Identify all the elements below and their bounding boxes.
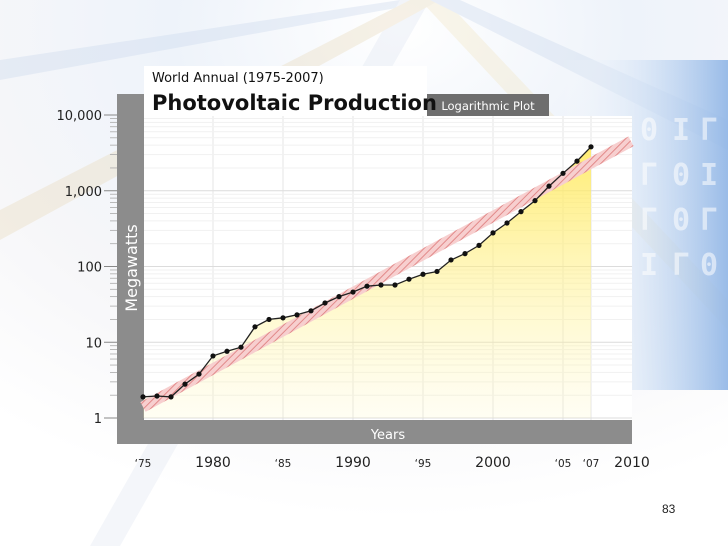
data-point-1990 (350, 289, 356, 295)
data-point-1998 (462, 251, 468, 257)
svg-text:I: I (640, 248, 658, 283)
svg-text:Γ: Γ (672, 248, 690, 283)
x-tick-label-5: 2000 (475, 455, 511, 471)
y-tick-label-1: 10 (85, 336, 102, 351)
x-tick-label-4: ‘95 (415, 458, 432, 470)
data-point-1995 (420, 271, 426, 277)
data-point-1992 (378, 282, 384, 288)
data-point-1975 (140, 394, 146, 400)
data-point-2003 (532, 198, 538, 204)
data-point-1989 (336, 294, 342, 300)
svg-text:Γ: Γ (700, 203, 718, 238)
data-point-1980 (210, 353, 216, 359)
data-point-1994 (406, 276, 412, 282)
data-point-1982 (238, 344, 244, 350)
svg-text:I: I (672, 113, 690, 148)
plot-type-badge (427, 94, 549, 116)
svg-text:0: 0 (640, 113, 658, 148)
x-tick-label-0: ‘75 (135, 458, 152, 470)
y-tick-label-2: 100 (77, 261, 102, 276)
data-point-2005 (560, 170, 566, 176)
y-tick-label-0: 1 (94, 412, 102, 427)
data-point-2004 (546, 183, 552, 189)
svg-text:Γ: Γ (700, 113, 718, 148)
data-point-1979 (196, 371, 202, 377)
data-point-1997 (448, 257, 454, 263)
svg-text:0: 0 (700, 248, 718, 283)
data-point-1986 (294, 312, 300, 318)
svg-text:Γ: Γ (640, 158, 658, 193)
y-tick-label-3: 1,000 (65, 185, 102, 200)
y-axis-label: Megawatts (122, 224, 141, 311)
title-panel (144, 66, 427, 116)
chart-subtitle: World Annual (1975-2007) (152, 71, 324, 86)
data-point-2007 (588, 144, 594, 150)
svg-text:0: 0 (672, 203, 690, 238)
data-point-1981 (224, 348, 230, 354)
x-tick-label-8: 2010 (614, 455, 650, 471)
data-point-1988 (322, 300, 328, 306)
page-number: 83 (662, 502, 676, 516)
data-point-1996 (434, 268, 440, 275)
data-point-1978 (182, 381, 188, 387)
data-point-1987 (308, 308, 314, 314)
data-point-1993 (392, 282, 398, 288)
svg-text:I: I (700, 158, 718, 193)
data-point-1991 (364, 283, 370, 289)
data-point-1976 (154, 393, 160, 399)
data-point-2000 (490, 230, 496, 236)
data-point-1985 (280, 315, 286, 321)
svg-text:Γ: Γ (640, 203, 658, 238)
x-axis-label: Years (370, 428, 406, 443)
y-axis-band (117, 94, 144, 420)
svg-text:0: 0 (672, 158, 690, 193)
x-tick-label-6: ‘05 (555, 458, 572, 470)
x-tick-label-7: ‘07 (583, 458, 600, 470)
data-point-2001 (504, 220, 510, 226)
chart-title: Photovoltaic Production (152, 91, 437, 115)
x-axis-band (117, 420, 632, 444)
data-point-1984 (266, 316, 272, 323)
x-tick-label-2: ‘85 (275, 458, 292, 470)
data-point-2002 (518, 209, 524, 215)
data-point-1999 (476, 242, 482, 248)
x-tick-label-3: 1990 (335, 455, 371, 471)
data-point-1983 (252, 324, 258, 330)
x-tick-label-1: 1980 (195, 455, 231, 471)
data-point-2006 (574, 158, 580, 164)
data-point-1977 (168, 394, 174, 400)
y-tick-label-4: 10,000 (57, 109, 103, 124)
plot-type-label: Logarithmic Plot (441, 99, 535, 113)
